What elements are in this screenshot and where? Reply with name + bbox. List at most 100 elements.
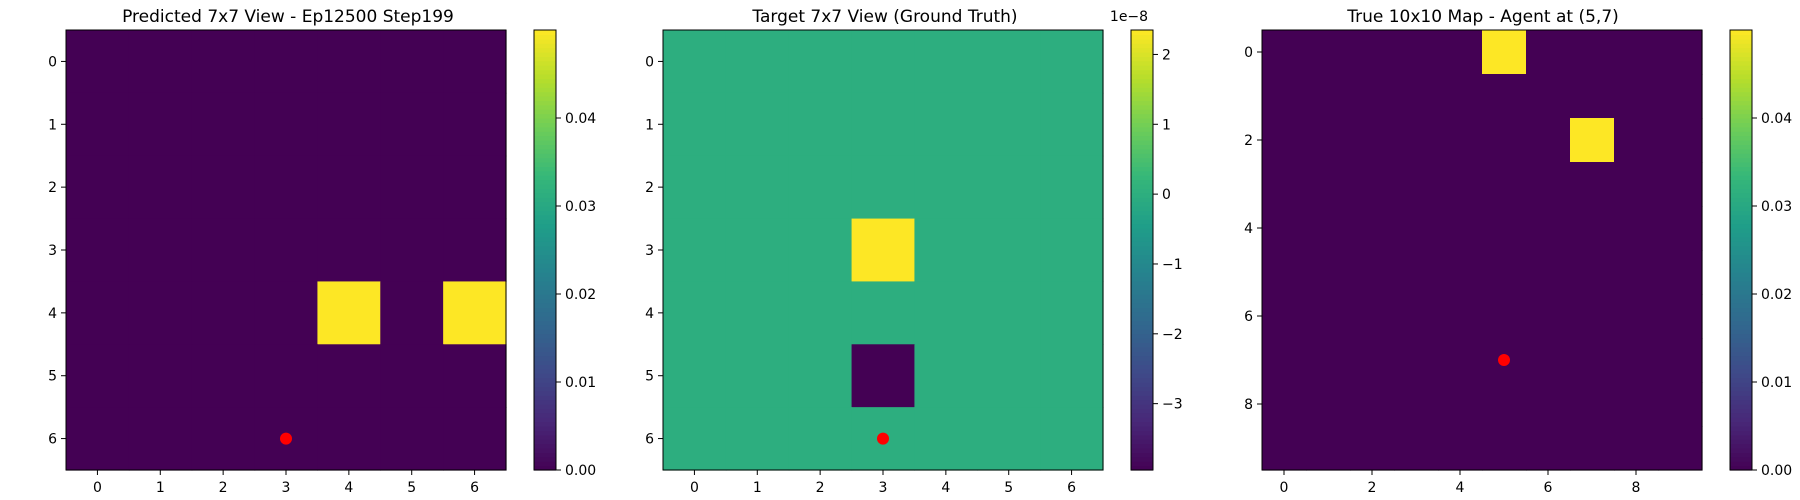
colorbar-tick-label: 1: [1162, 117, 1171, 133]
colorbar-segment: [534, 219, 556, 225]
colorbar-segment: [534, 184, 556, 189]
colorbar-segment: [1730, 126, 1752, 132]
heatmap-cell: [1658, 338, 1703, 383]
colorbar-segment: [1131, 382, 1153, 387]
heatmap-cell: [1306, 162, 1351, 207]
heatmap-cell: [725, 281, 790, 345]
colorbar-segment: [1131, 276, 1153, 282]
colorbar-tick-label: −1: [1162, 257, 1183, 273]
colorbar-segment: [1131, 140, 1153, 145]
y-tick-label: 2: [1244, 133, 1253, 149]
colorbar-segment: [1730, 346, 1752, 352]
heatmap-cell: [1306, 294, 1351, 339]
heatmap-cell: [1394, 426, 1439, 471]
colorbar-segment: [1730, 285, 1752, 291]
heatmap-cell: [254, 30, 319, 94]
colorbar-segment: [1730, 144, 1752, 150]
heatmap-cell: [1570, 382, 1615, 427]
colorbar-segment: [1730, 267, 1752, 273]
colorbar-segment: [1131, 148, 1153, 154]
heatmap-cell: [191, 218, 256, 283]
colorbar-segment: [534, 52, 556, 57]
colorbar-segment: [534, 87, 556, 93]
colorbar-segment: [1730, 417, 1752, 423]
heatmap-cell: [191, 281, 256, 345]
heatmap-cell: [1570, 294, 1615, 339]
colorbar-segment: [1730, 280, 1752, 286]
colorbar-segment: [1131, 96, 1153, 101]
heatmap-cell: [1040, 30, 1104, 94]
heatmap-cell: [1040, 218, 1104, 283]
heatmap-cell: [663, 407, 727, 471]
heatmap-cell: [914, 218, 978, 283]
heatmap-cell: [317, 344, 381, 408]
colorbar-segment: [1730, 52, 1752, 57]
colorbar-segment: [1131, 346, 1153, 352]
colorbar-segment: [1730, 162, 1752, 167]
x-tick-label: 1: [753, 480, 762, 496]
colorbar-segment: [1730, 360, 1752, 365]
heatmap-cell: [1438, 294, 1483, 339]
heatmap-cell: [1482, 382, 1527, 427]
colorbar-segment: [1131, 342, 1153, 348]
heatmap-cell: [1526, 382, 1571, 427]
heatmap-cell: [1482, 250, 1527, 295]
colorbar-segment: [1131, 302, 1153, 308]
y-tick-label: 1: [48, 117, 57, 133]
colorbar-segment: [1131, 452, 1153, 458]
heatmap-cell: [1350, 382, 1395, 427]
colorbar-segment: [1131, 78, 1153, 84]
heatmap-cell: [1526, 294, 1571, 339]
colorbar-segment: [1131, 122, 1153, 128]
heatmap-cell: [443, 92, 507, 157]
colorbar-segment: [1730, 210, 1752, 216]
colorbar-segment: [1730, 131, 1752, 137]
heatmap-cells: [1262, 30, 1703, 471]
x-tick-label: 4: [1456, 480, 1465, 496]
colorbar-segment: [534, 34, 556, 40]
colorbar-tick-label: 0.03: [565, 199, 596, 215]
heatmap-cell: [1658, 250, 1703, 295]
heatmap-cell: [1526, 338, 1571, 383]
colorbar-segment: [534, 122, 556, 128]
colorbar-segment: [1131, 258, 1153, 264]
x-tick-label: 2: [816, 480, 825, 496]
colorbar-segment: [534, 60, 556, 66]
colorbar-segment: [534, 346, 556, 352]
colorbar-segment: [534, 395, 556, 401]
heatmap-cell: [788, 30, 853, 94]
heatmap-cell: [1040, 281, 1104, 345]
y-tick-label: 3: [645, 243, 654, 259]
colorbar-segment: [534, 38, 556, 44]
heatmap-cell: [66, 344, 130, 408]
colorbar-segment: [534, 65, 556, 71]
heatmap-cell: [1306, 206, 1351, 251]
x-tick-label: 2: [219, 480, 228, 496]
colorbar-segment: [534, 320, 556, 326]
panel-predicted-view: Predicted 7x7 View - Ep12500 Step199 0 1 2…: [48, 7, 596, 496]
colorbar-segment: [534, 250, 556, 255]
heatmap-cell: [1350, 118, 1395, 163]
colorbar-segment: [1730, 461, 1752, 467]
colorbar-segment: [1730, 74, 1752, 79]
heatmap-cell: [914, 155, 978, 220]
colorbar-segment: [1131, 272, 1153, 277]
colorbar-segment: [1730, 390, 1752, 396]
colorbar-segment: [534, 56, 556, 62]
heatmap-cell: [977, 344, 1041, 408]
colorbar-segment: [534, 276, 556, 282]
colorbar-segment: [1131, 104, 1153, 110]
colorbar-segment: [1131, 448, 1153, 453]
heatmap-cell: [128, 155, 193, 220]
colorbar-segment: [534, 439, 556, 445]
heatmap-cell: [128, 92, 193, 157]
colorbar-segment: [1730, 434, 1752, 440]
colorbar-tick-label: 0.03: [1761, 199, 1792, 215]
colorbar-segment: [1730, 276, 1752, 282]
colorbar-segment: [1730, 254, 1752, 260]
colorbar-segment: [1131, 87, 1153, 93]
colorbar-segment: [1730, 373, 1752, 379]
colorbar-segment: [1131, 417, 1153, 423]
colorbar-segment: [534, 201, 556, 207]
heatmap-cell: [1438, 338, 1483, 383]
